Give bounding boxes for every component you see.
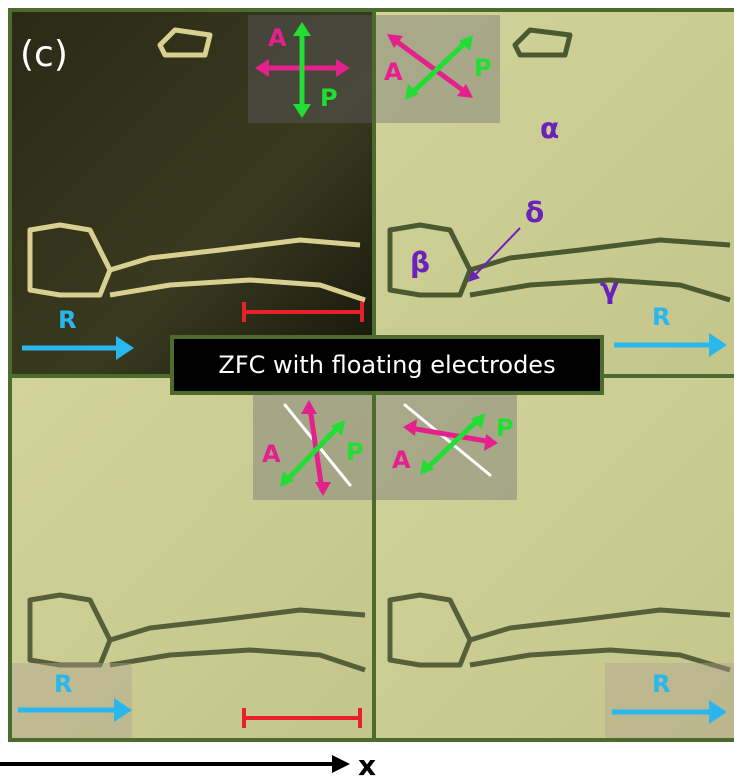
polarizer-arrows [255, 22, 498, 496]
reference-arrows [18, 342, 712, 715]
phase-label: α [540, 112, 559, 145]
inset [253, 385, 372, 500]
analyzer-label: A [268, 24, 287, 52]
pointer [473, 227, 521, 277]
reference-label: R [58, 306, 76, 334]
phase-label: γ [600, 272, 619, 305]
reference-label: R [652, 670, 670, 698]
quadrant-image [376, 378, 734, 738]
reference-label: R [652, 303, 670, 331]
polarizer-label: P [320, 84, 338, 112]
analyzer-label: A [262, 440, 281, 468]
analyzer-label: A [392, 446, 411, 474]
banner: ZFC with floating electrodes [218, 351, 555, 379]
banner-box [170, 335, 604, 395]
reference-arrowheads [114, 333, 727, 724]
grain-boundaries [27, 27, 731, 673]
panel-label: (c) [20, 34, 68, 75]
reference-labels: R R R R [54, 303, 670, 698]
scale-bars [242, 302, 364, 728]
polarizer-label: P [496, 414, 514, 442]
inset [12, 663, 132, 738]
phase-label: δ [525, 196, 544, 229]
x-axis-arrowhead [332, 755, 350, 773]
reference-label: R [54, 670, 72, 698]
inset [605, 663, 734, 738]
polarizer-label: P [346, 438, 364, 466]
phase-label: β [410, 246, 430, 279]
analyzer-label: A [384, 58, 403, 86]
polarizer-labels: A P A P A P A P [262, 24, 514, 474]
pointer-head [468, 270, 480, 282]
axis-label: x [358, 749, 376, 779]
polarizer-label: P [474, 54, 492, 82]
